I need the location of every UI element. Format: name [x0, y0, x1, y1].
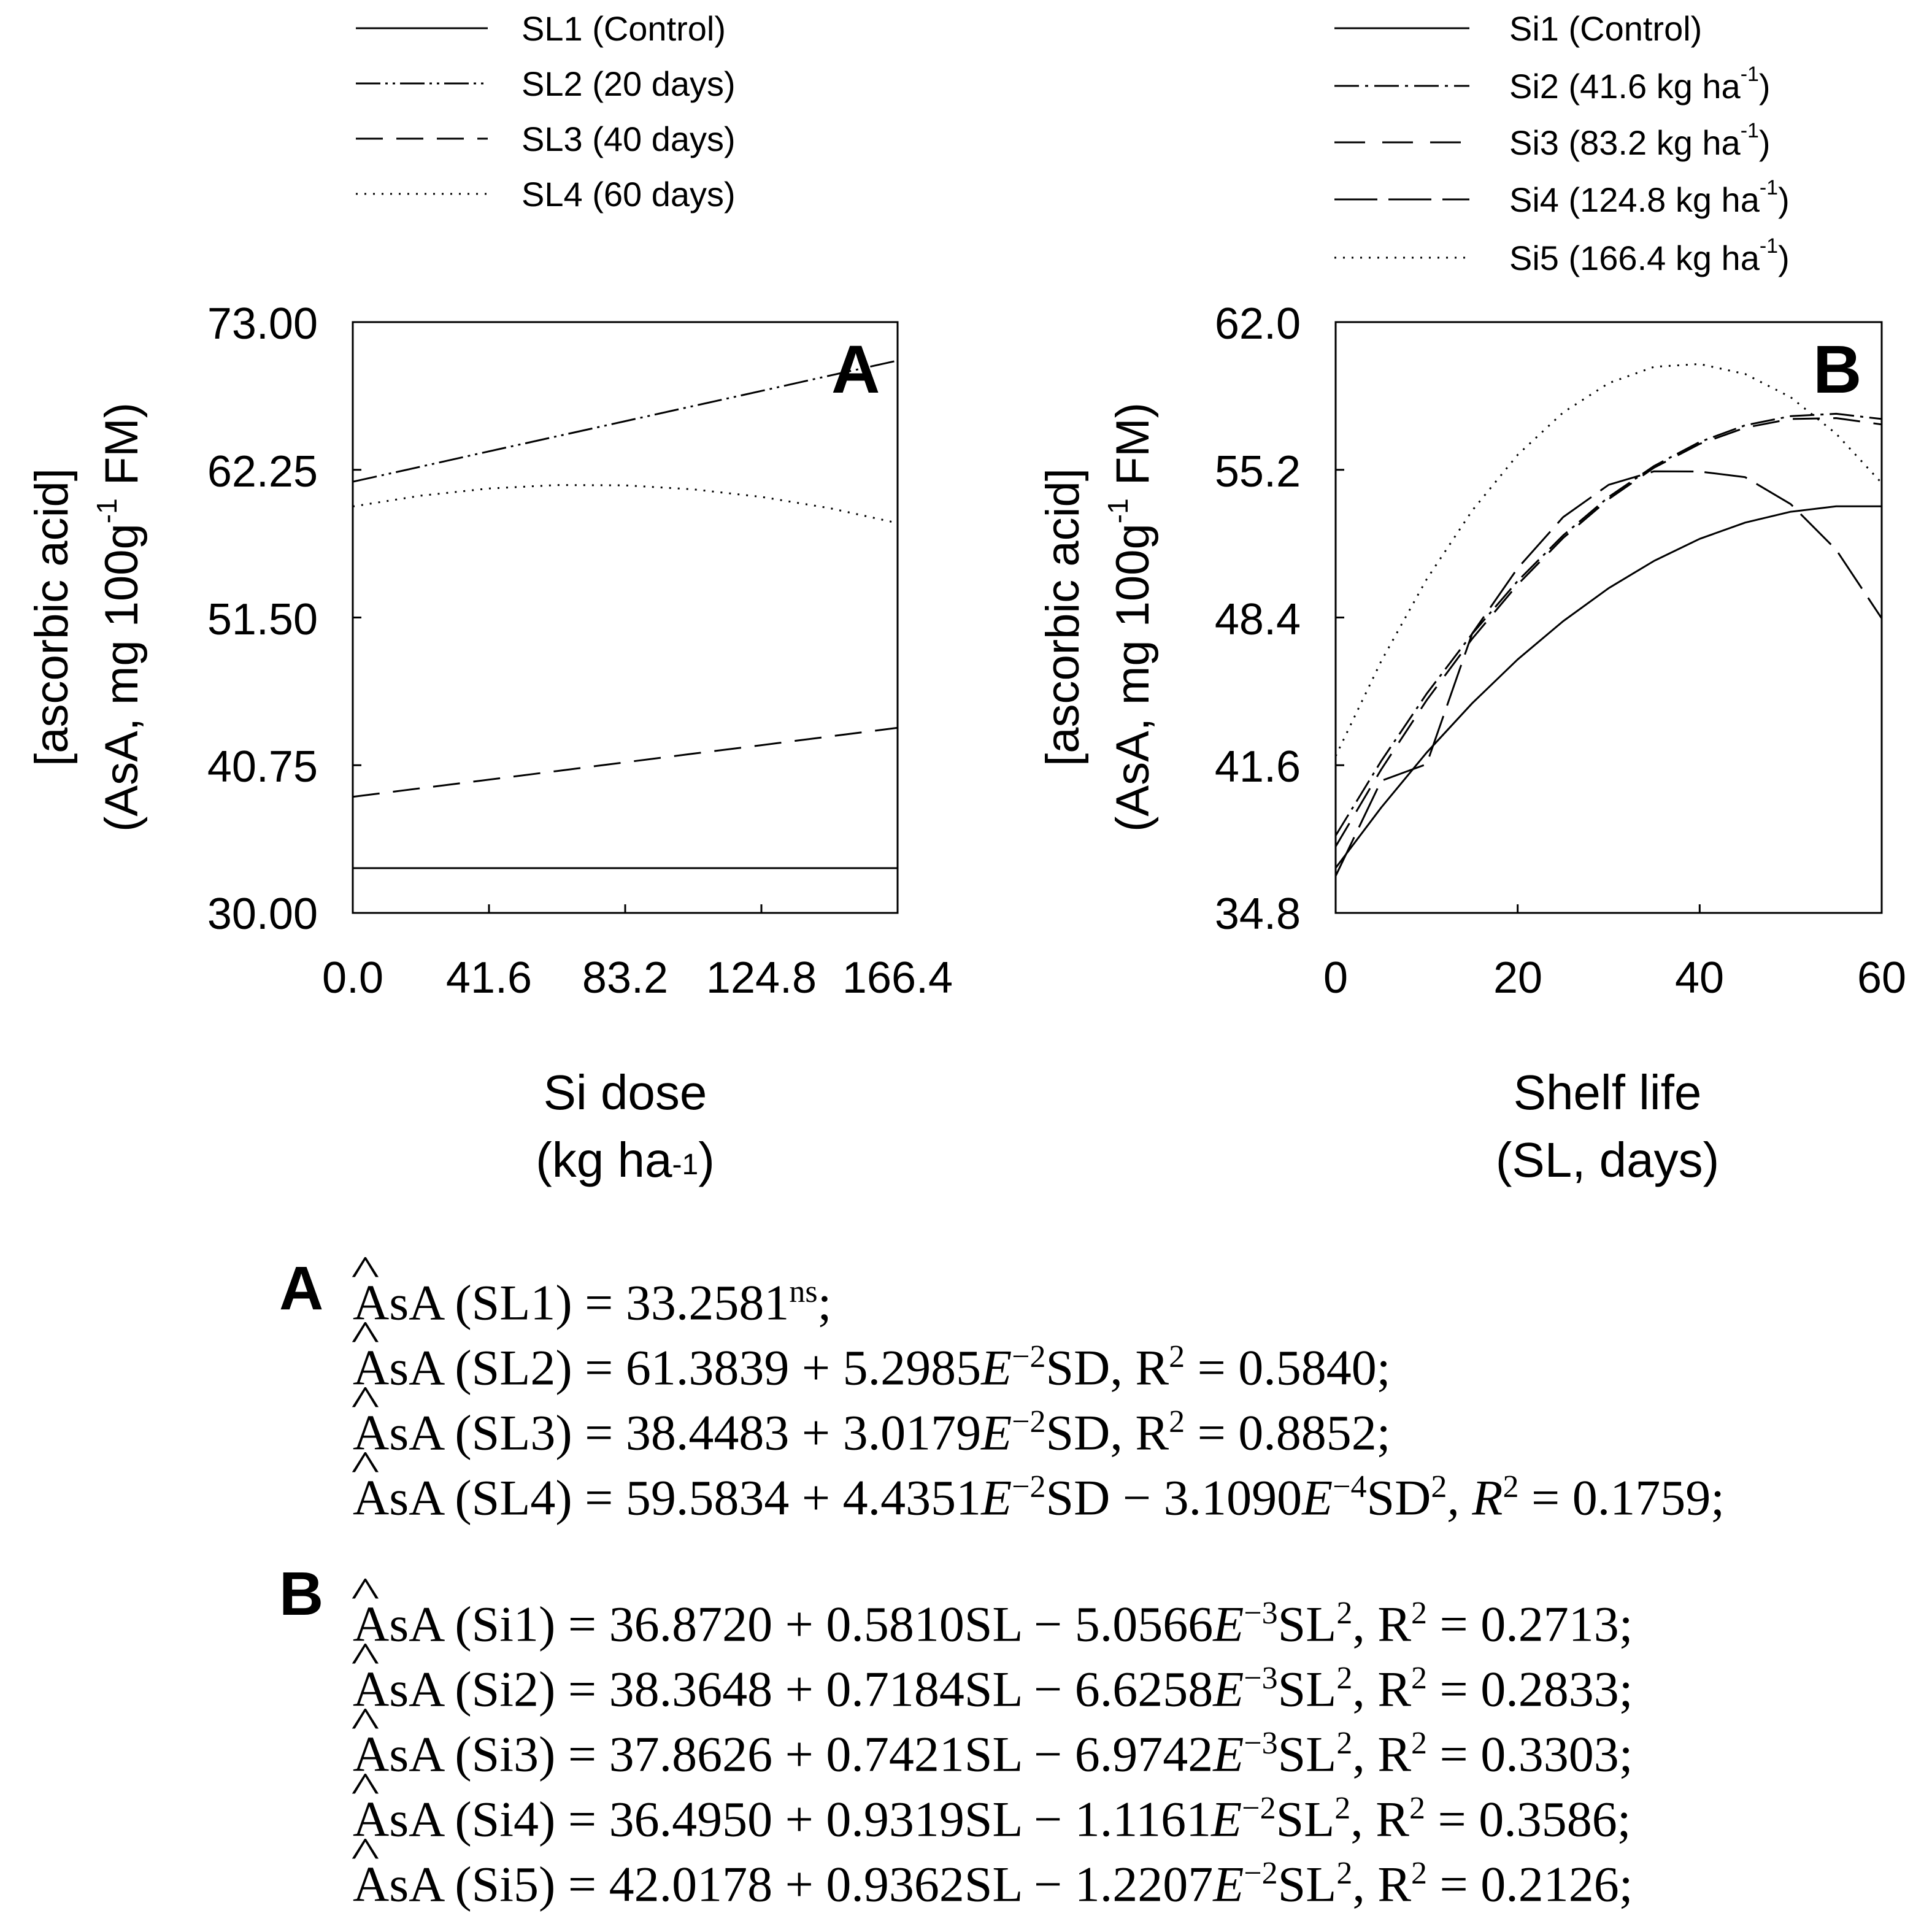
series-line-a-4	[352, 484, 898, 525]
legend-a-label-sl3: SL3 (40 days)	[521, 120, 736, 158]
legend-a: SL1 (Control) SL2 (20 days) SL3 (40 days…	[356, 9, 736, 214]
series-line-b-4	[1334, 470, 1883, 877]
series-line-b-1	[1334, 505, 1882, 869]
hat-a: A	[353, 1472, 389, 1523]
legend-b-label-si2: Si2 (41.6 kg ha-1)	[1509, 63, 1771, 106]
ylabel-a-line1: [ascorbic acid]	[26, 468, 78, 766]
series-b	[1334, 363, 1883, 877]
ylabel-b-line1: [ascorbic acid]	[1037, 468, 1089, 766]
ytick-label-b: 41.6	[1215, 742, 1301, 791]
series-a	[352, 360, 898, 869]
legend-b-label-si5: Si5 (166.4 kg ha-1)	[1509, 234, 1790, 277]
panel-label-b: B	[1813, 332, 1861, 407]
series-line-b-3	[1334, 417, 1882, 847]
ytick-label-a: 73.00	[207, 299, 318, 348]
legend-b-label-si4: Si4 (124.8 kg ha-1)	[1509, 176, 1790, 219]
equation-b-si4: AsA (Si4) = 36.4950 + 0.9319SL − 1.1161E…	[353, 1793, 1631, 1844]
ylabel-b-line2: (AsA, mg 100g-1 FM)	[1102, 402, 1159, 832]
xtick-label-b: 60	[1857, 953, 1906, 1002]
equation-b-si2: AsA (Si2) = 38.3648 + 0.7184SL − 6.6258E…	[353, 1663, 1633, 1714]
equation-b-si3: AsA (Si3) = 37.8626 + 0.7421SL − 6.9742E…	[353, 1728, 1633, 1779]
legend-a-label-sl2: SL2 (20 days)	[521, 64, 736, 103]
equation-a-sl1: AsA (SL1) = 33.2581ns;	[353, 1276, 831, 1328]
xtick-label-a: 166.4	[842, 953, 953, 1002]
xtick-label-b: 20	[1493, 953, 1542, 1002]
ytick-label-b: 62.0	[1215, 299, 1301, 348]
ticks-a	[352, 321, 899, 914]
legend-a-label-sl4: SL4 (60 days)	[521, 175, 736, 214]
equation-a-sl2: AsA (SL2) = 61.3839 + 5.2985E−2SD, R2 = …	[353, 1341, 1391, 1393]
xlabel-a-line1: Si dose	[544, 1065, 707, 1120]
ytick-label-a: 40.75	[207, 742, 318, 791]
ytick-label-a: 51.50	[207, 595, 318, 644]
equation-a-sl4: AsA (SL4) = 59.5834 + 4.4351E−2SD − 3.10…	[353, 1471, 1725, 1523]
ytick-label-a: 30.00	[207, 890, 318, 939]
series-line-a-2	[352, 360, 898, 483]
equation-a-sl3: AsA (SL3) = 38.4483 + 3.0179E−2SD, R2 = …	[353, 1406, 1391, 1458]
panel-label-a: A	[831, 332, 880, 407]
xtick-label-a: 41.6	[446, 953, 532, 1002]
ytick-label-b: 34.8	[1215, 890, 1301, 939]
ytick-label-b: 48.4	[1215, 595, 1301, 644]
panel-b: B 62.0 55.2 48.4 41.6 34.8 0 20 40 60 Sh…	[1037, 299, 1906, 1187]
legend-a-label-sl1: SL1 (Control)	[521, 9, 726, 48]
equation-b-si1: AsA (Si1) = 36.8720 + 0.5810SL − 5.0566E…	[353, 1598, 1633, 1649]
xtick-label-a: 83.2	[582, 953, 668, 1002]
xtick-label-b: 0	[1323, 953, 1348, 1002]
ticks-b	[1334, 321, 1883, 914]
equations-b-label: B	[279, 1560, 324, 1628]
xtick-label-a: 124.8	[706, 953, 817, 1002]
series-line-b-5	[1334, 363, 1883, 757]
legend-b-label-si1: Si1 (Control)	[1509, 9, 1702, 48]
equation-b-si5: AsA (Si5) = 42.0178 + 0.9362SL − 1.2207E…	[353, 1858, 1633, 1909]
series-line-a-3	[352, 726, 898, 798]
hat-a: A	[353, 1859, 389, 1909]
ytick-label-a: 62.25	[207, 447, 318, 496]
legend-b: Si1 (Control) Si2 (41.6 kg ha-1) Si3 (83…	[1334, 9, 1790, 277]
xlabel-b-line2: (SL, days)	[1496, 1133, 1720, 1187]
xtick-label-a: 0.0	[322, 953, 383, 1002]
xlabel-b-line1: Shelf life	[1514, 1065, 1702, 1120]
plot-frame-a	[352, 321, 899, 914]
equations-a-label: A	[279, 1254, 324, 1323]
xlabel-a-line2: (kg ha-1)	[536, 1133, 715, 1187]
series-line-b-2	[1334, 412, 1882, 836]
plot-frame-b	[1334, 321, 1883, 914]
panel-a: A 73.00 62.25 51.50 40.75 30.00 0.0 41.6…	[26, 299, 953, 1187]
legend-b-label-si3: Si3 (83.2 kg ha-1)	[1509, 119, 1771, 162]
ylabel-a-line2: (AsA, mg 100g-1 FM)	[91, 402, 148, 832]
xtick-label-b: 40	[1675, 953, 1724, 1002]
ytick-label-b: 55.2	[1215, 447, 1301, 496]
